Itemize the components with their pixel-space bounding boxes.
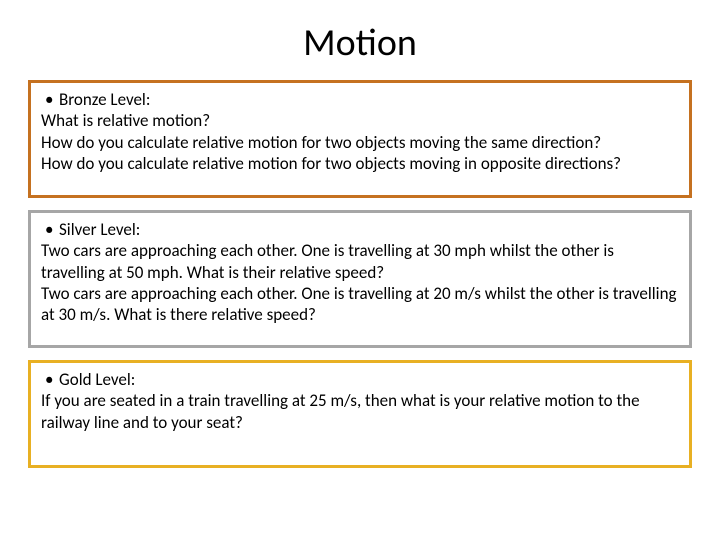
silver-line-1: Two cars are approaching each other. One… — [41, 240, 679, 283]
slide: Motion Bronze Level: What is relative mo… — [0, 0, 720, 540]
bronze-label: Bronze Level: — [41, 89, 679, 110]
bronze-line-2: How do you calculate relative motion for… — [41, 132, 679, 153]
silver-label: Silver Level: — [41, 219, 679, 240]
gold-label: Gold Level: — [41, 369, 679, 390]
gold-box: Gold Level: If you are seated in a train… — [28, 360, 692, 468]
bronze-box: Bronze Level: What is relative motion? H… — [28, 80, 692, 198]
silver-box: Silver Level: Two cars are approaching e… — [28, 210, 692, 348]
bronze-line-3: How do you calculate relative motion for… — [41, 153, 679, 174]
gold-line-1: If you are seated in a train travelling … — [41, 390, 679, 433]
bronze-line-1: What is relative motion? — [41, 110, 679, 131]
silver-line-2: Two cars are approaching each other. One… — [41, 283, 679, 326]
slide-title: Motion — [28, 20, 692, 66]
